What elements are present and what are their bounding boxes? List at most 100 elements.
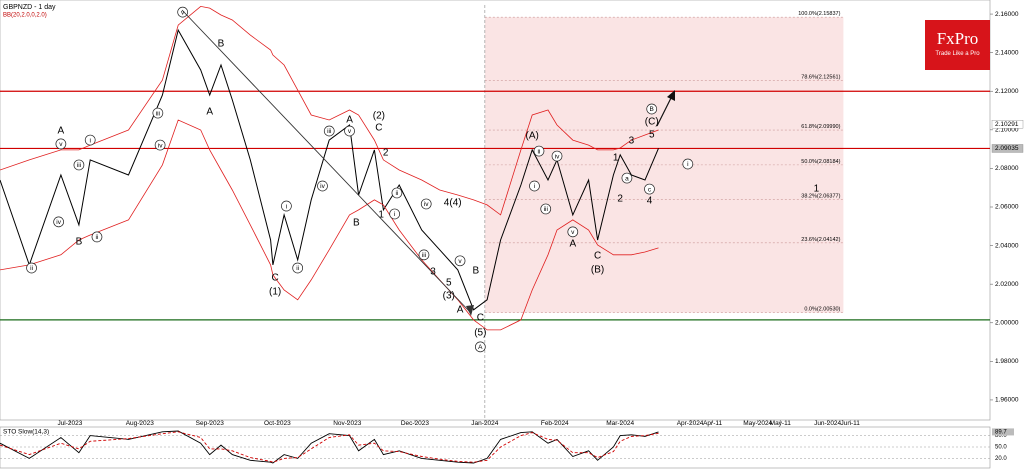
wave-label: 4	[444, 198, 450, 209]
wave-label: ii	[296, 265, 299, 272]
wave-circle	[177, 6, 189, 18]
wave-label: (5)	[474, 327, 486, 338]
stochastic-line	[0, 431, 659, 463]
wave-circle	[389, 208, 400, 220]
wave-label: a	[625, 175, 629, 182]
wave-circle	[551, 150, 563, 162]
wave-circle	[154, 139, 166, 151]
chart-title: GBPNZD - 1 day	[3, 4, 56, 11]
wave-label: i	[89, 137, 90, 144]
wave-circle	[474, 341, 486, 353]
y-tick-label: 2.00000	[995, 319, 1019, 326]
wave-circle	[73, 159, 85, 171]
wave-label: v	[571, 229, 575, 236]
wave-label: 3	[430, 266, 436, 277]
x-tick-label: Feb-2024	[541, 420, 569, 427]
wave-label: 1	[378, 210, 384, 221]
wave-circle	[55, 138, 67, 150]
stochastic-value: 89.7	[995, 429, 1007, 435]
wave-circle	[91, 231, 103, 243]
brand-logo: FxPro Trade Like a Pro	[925, 20, 990, 70]
wave-label: (1)	[269, 287, 281, 298]
fibonacci-label: 0.0%(2.00530)	[804, 306, 840, 312]
wave-circle	[420, 198, 432, 210]
wave-label: C	[477, 313, 484, 324]
price-label-box	[991, 144, 1024, 153]
x-tick-label: Apr-2024	[677, 420, 704, 427]
wave-label: i	[286, 203, 287, 210]
logo-name: FxPro	[936, 29, 979, 48]
wave-label: 2	[383, 148, 389, 159]
wave-label: A	[346, 115, 353, 126]
wave-label: A	[569, 238, 576, 249]
wave-circle	[152, 107, 164, 119]
wave-label: v	[59, 141, 63, 148]
y-tick-label: 2.16000	[995, 11, 1019, 18]
y-tick-label: 2.08000	[995, 165, 1019, 172]
wave-label: i	[687, 161, 688, 168]
wave-circle	[53, 216, 64, 228]
wave-circle	[529, 180, 540, 192]
y-tick-label: 2.12000	[995, 88, 1019, 95]
stochastic-tick-label: 80.0	[995, 433, 1007, 439]
wave-label: ii	[538, 148, 541, 155]
price-label: 2.10291	[995, 121, 1019, 128]
y-tick-label: 2.06000	[995, 204, 1019, 211]
wave-label: iii	[422, 252, 426, 259]
wave-circle	[292, 262, 304, 274]
price-label-box	[991, 120, 1024, 129]
wave-circle	[84, 134, 96, 146]
wave-label: A	[478, 344, 483, 351]
bollinger-band	[0, 5, 659, 216]
wave-label: B	[650, 106, 654, 113]
wave-label: C	[272, 273, 279, 284]
wave-label: (2)	[373, 111, 385, 122]
y-tick-label: 2.14000	[995, 49, 1019, 56]
wave-circle	[682, 158, 694, 170]
wave-label: i	[394, 211, 395, 218]
wave-circle	[621, 172, 633, 184]
x-tick-label: Apr-11	[703, 420, 722, 427]
wave-label: iii	[77, 162, 81, 169]
stochastic-line	[0, 430, 659, 464]
wave-label: 3	[629, 136, 635, 147]
wave-label: (C)	[645, 117, 659, 128]
price-label: 2.09035	[995, 145, 1019, 152]
price-line	[0, 28, 659, 311]
wave-circle	[567, 226, 579, 238]
wave-circle	[644, 183, 655, 195]
stochastic-tick-label: 20.0	[995, 456, 1007, 462]
x-tick-label: May-2024	[743, 420, 772, 427]
wave-circle	[418, 249, 430, 261]
arrow-head	[466, 305, 474, 316]
wave-label: v	[181, 9, 185, 16]
fibonacci-label: 23.6%(2.04142)	[801, 237, 840, 243]
x-tick-label: Aug-2023	[126, 420, 155, 427]
stochastic-title: STO Slow(14,3)	[3, 429, 49, 436]
wave-label: B	[218, 39, 225, 50]
x-tick-label: Mar-2024	[606, 420, 634, 427]
wave-circle	[646, 103, 658, 115]
wave-label: A	[457, 304, 464, 315]
wave-label: (4)	[449, 198, 461, 209]
wave-label: iv	[320, 183, 325, 190]
fibonacci-label: 61.8%(2.09990)	[801, 124, 840, 130]
wave-circle	[281, 200, 292, 212]
projection-arrow	[656, 95, 673, 127]
wave-circle	[323, 125, 335, 137]
bollinger-band	[0, 119, 659, 331]
wave-circle	[533, 145, 545, 157]
wave-label: ii	[395, 190, 398, 197]
y-tick-label: 2.02000	[995, 281, 1019, 288]
wave-label: iv	[424, 201, 429, 208]
indicator-label: BB(20,2.0,0,2.0)	[3, 13, 47, 19]
wave-circle	[344, 125, 355, 137]
stochastic-tick-label: 50.0	[995, 445, 1007, 451]
logo-tagline: Trade Like a Pro	[935, 51, 980, 57]
wave-circle	[391, 187, 403, 199]
wave-label: 4	[647, 196, 653, 207]
wave-circle	[454, 255, 466, 267]
x-tick-label: Jul-2023	[57, 420, 82, 427]
wave-label: (B)	[591, 265, 604, 276]
